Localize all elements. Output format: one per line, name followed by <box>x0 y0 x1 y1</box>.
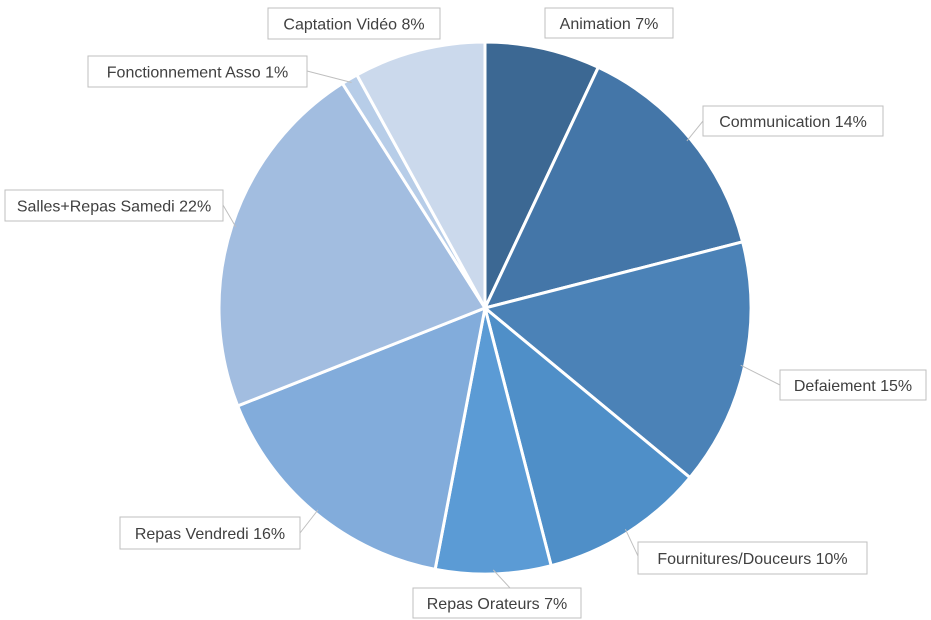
data-label-box <box>119 516 301 550</box>
leader-lines <box>222 70 781 589</box>
data-label-salles-repas-samedi: Salles+Repas Samedi 22% <box>4 189 224 222</box>
data-labels: Animation 7% Communication 14% Defaiement … <box>4 7 927 619</box>
leader-line-fonctionnement-asso <box>306 70 352 83</box>
data-label-text: Defaiement 15% <box>794 378 912 395</box>
data-label-box <box>544 7 674 39</box>
data-label-repas-orateurs: Repas Orateurs 7% <box>412 587 582 619</box>
leader-line-communication <box>686 120 704 142</box>
data-label-box <box>637 541 868 575</box>
data-label-text: Captation Vidéo 8% <box>283 17 424 34</box>
data-label-box <box>412 587 582 619</box>
data-label-repas-vendredi: Repas Vendredi 16% <box>119 516 301 550</box>
data-label-box <box>779 369 927 401</box>
data-label-text: Animation 7% <box>560 16 659 33</box>
data-label-defaiement: Defaiement 15% <box>779 369 927 401</box>
data-label-box <box>87 55 308 88</box>
data-label-animation: Animation 7% <box>544 7 674 39</box>
data-label-box <box>4 189 224 222</box>
data-label-captation-video: Captation Vidéo 8% <box>267 7 441 40</box>
pie-slice-captation-video <box>354 40 487 309</box>
pie-slice-communication <box>482 65 745 311</box>
data-label-text: Repas Vendredi 16% <box>135 526 285 543</box>
leader-line-repas-vendredi <box>299 509 319 534</box>
leader-line-fournitures-douceurs <box>624 529 639 557</box>
data-label-text: Salles+Repas Samedi 22% <box>17 199 211 216</box>
data-label-text: Fournitures/Douceurs 10% <box>657 551 847 568</box>
pie-slice-repas-orateurs <box>433 307 553 576</box>
data-label-box <box>267 7 441 40</box>
data-label-fonctionnement-asso: Fonctionnement Asso 1% <box>87 55 308 88</box>
data-label-box <box>702 105 884 137</box>
data-label-text: Fonctionnement Asso 1% <box>107 65 288 82</box>
data-label-text: Repas Orateurs 7% <box>427 596 568 613</box>
pie-slices <box>217 40 753 576</box>
pie-slice-animation <box>483 40 601 309</box>
data-label-communication: Communication 14% <box>702 105 884 137</box>
leader-line-defaiement <box>740 364 781 386</box>
leader-line-repas-orateurs <box>492 569 511 589</box>
data-label-text: Communication 14% <box>719 114 867 131</box>
leader-line-salles-repas-samedi <box>222 204 237 228</box>
pie-slice-defaiement <box>481 240 753 480</box>
data-label-fournitures-douceurs: Fournitures/Douceurs 10% <box>637 541 868 575</box>
pie-slice-salles-repas-samedi <box>217 81 488 408</box>
